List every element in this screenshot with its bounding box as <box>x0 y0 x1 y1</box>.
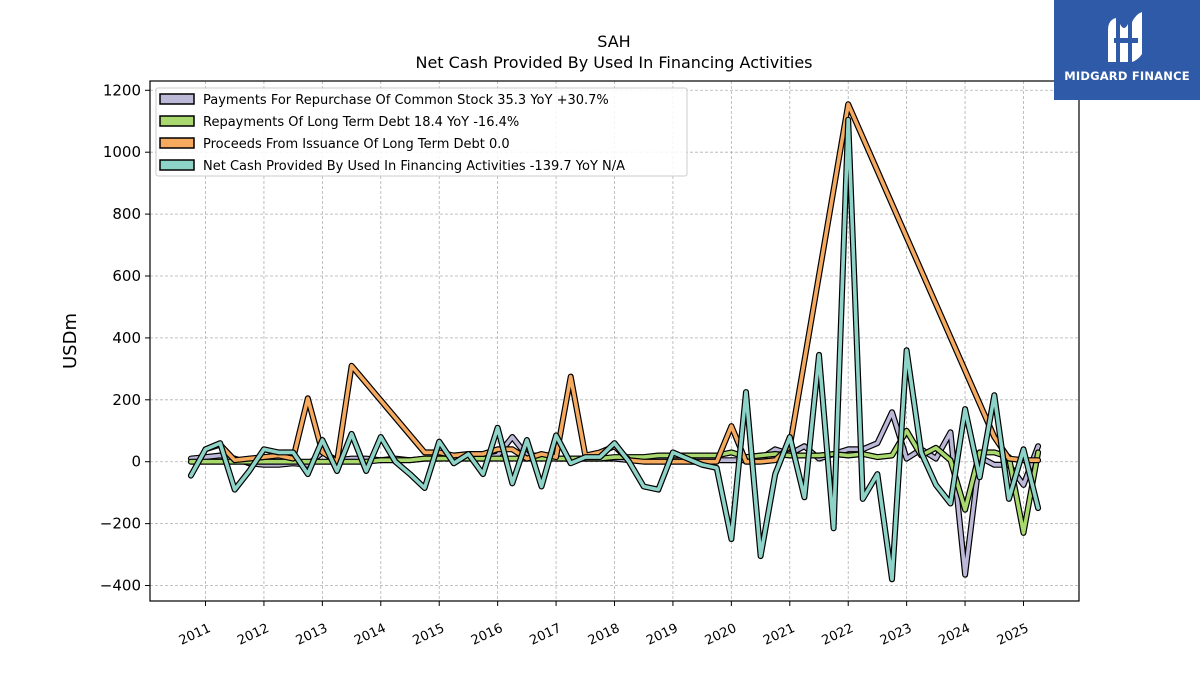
series-line <box>203 102 1040 464</box>
midgard-finance-logo: MIDGARD FINANCE <box>1054 0 1200 100</box>
y-tick-label: 1000 <box>103 143 141 161</box>
y-axis-label: USDm <box>60 313 81 369</box>
x-tick-label: 2016 <box>469 621 505 649</box>
x-tick-label: 2018 <box>586 621 622 649</box>
midgard-logo-icon <box>1108 12 1142 62</box>
x-tick-label: 2017 <box>527 621 563 649</box>
y-tick-label: 0 <box>131 453 141 471</box>
x-tick-label: 2013 <box>294 621 330 649</box>
legend-label: Proceeds From Issuance Of Long Term Debt… <box>203 137 510 152</box>
chart-title: Net Cash Provided By Used In Financing A… <box>415 53 812 72</box>
series-lines <box>187 101 1042 583</box>
x-tick-label: 2019 <box>644 621 680 649</box>
chart-ticker: SAH <box>597 32 630 51</box>
x-tick-label: 2025 <box>995 621 1031 649</box>
x-tick-label: 2014 <box>352 621 388 649</box>
x-tick-label: 2021 <box>761 621 797 649</box>
y-tick-label: −200 <box>100 515 141 533</box>
legend: Payments For Repurchase Of Common Stock … <box>155 87 688 177</box>
x-tick-label: 2012 <box>235 621 271 649</box>
legend-box <box>155 87 688 177</box>
y-tick-label: 800 <box>112 205 141 223</box>
series-line <box>189 117 1040 582</box>
series-3 <box>187 116 1042 583</box>
x-tick-label: 2023 <box>878 621 914 649</box>
legend-label: Repayments Of Long Term Debt 18.4 YoY -1… <box>203 115 519 130</box>
y-tick-label: 200 <box>112 391 141 409</box>
y-tick-label: 400 <box>112 329 141 347</box>
legend-label: Net Cash Provided By Used In Financing A… <box>203 159 625 174</box>
legend-swatch <box>159 115 195 127</box>
logo-text: MIDGARD FINANCE <box>1064 69 1190 83</box>
x-axis: 2011 2012 2013 2014 2015 2016 2017 2018 2019 2020… <box>177 601 1031 649</box>
legend-swatch <box>159 137 195 149</box>
x-tick-label: 2015 <box>411 621 447 649</box>
legend-swatch <box>159 159 195 171</box>
x-tick-label: 2024 <box>936 621 972 649</box>
legend-swatch <box>159 93 195 105</box>
x-tick-label: 2020 <box>703 621 739 649</box>
y-axis: −400 −200 0 200 400 600 800 1000 1200 <box>100 81 150 595</box>
series-2 <box>202 101 1042 465</box>
y-tick-label: 1200 <box>103 81 141 99</box>
x-tick-label: 2022 <box>820 621 856 649</box>
legend-label: Payments For Repurchase Of Common Stock … <box>203 93 609 108</box>
y-tick-label: −400 <box>100 577 141 595</box>
y-tick-label: 600 <box>112 267 141 285</box>
x-tick-label: 2011 <box>177 621 213 649</box>
